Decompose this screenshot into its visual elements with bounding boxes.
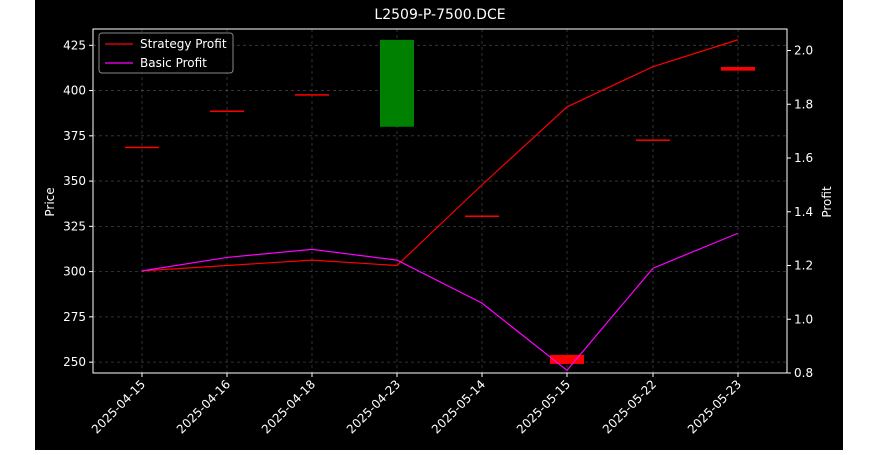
candles — [125, 39, 755, 364]
grid — [93, 29, 787, 373]
candle — [636, 139, 670, 141]
x-tick-label: 2025-05-14 — [429, 377, 488, 436]
y-tick-label-left: 350 — [63, 174, 86, 188]
y-tick-label-left: 425 — [63, 38, 86, 52]
x-tick-label: 2025-05-15 — [514, 377, 573, 436]
y-tick-label-left: 325 — [63, 219, 86, 233]
y-tick-label-left: 250 — [63, 355, 86, 369]
y-tick-label-right: 0.8 — [794, 366, 813, 380]
y-tick-label-left: 375 — [63, 129, 86, 143]
series-line — [141, 232, 739, 372]
candle — [465, 215, 499, 217]
y-tick-label-left: 300 — [63, 265, 86, 279]
y-axis-label-left: Price — [43, 187, 57, 216]
chart-title: L2509-P-7500.DCE — [374, 7, 505, 23]
y-tick-label-right: 2.0 — [794, 44, 813, 58]
x-tick-label: 2025-04-16 — [174, 377, 233, 436]
candle — [380, 39, 414, 127]
x-tick-label: 2025-05-22 — [600, 377, 659, 436]
legend-label: Strategy Profit — [140, 37, 227, 51]
x-tick-label: 2025-04-18 — [259, 377, 318, 436]
x-tick-label: 2025-05-23 — [685, 377, 744, 436]
x-tick-label: 2025-04-15 — [89, 377, 148, 436]
chart-figure: L2509-P-7500.DCE 250 275 300 325 350 375 400 42… — [35, 0, 843, 450]
candle — [550, 354, 584, 364]
series-line — [141, 39, 739, 272]
candle — [210, 110, 244, 112]
y-tick-label-right: 1.2 — [794, 259, 813, 273]
candle — [295, 94, 329, 96]
axes: 250 275 300 325 350 375 400 425 0.8 1.0 1.2 1.4 1.6 1… — [63, 28, 813, 436]
y-tick-label-right: 1.0 — [794, 312, 813, 326]
y-tick-label-right: 1.4 — [794, 205, 813, 219]
candle — [721, 67, 755, 71]
plot-frame — [92, 28, 788, 374]
y-tick-label-left: 275 — [63, 310, 86, 324]
candle — [125, 146, 159, 149]
legend: Strategy Profit Basic Profit — [98, 32, 234, 74]
y-axis-label-right: Profit — [820, 186, 834, 218]
legend-label: Basic Profit — [140, 56, 207, 70]
x-tick-label: 2025-04-23 — [344, 377, 403, 436]
y-tick-label-left: 400 — [63, 84, 86, 98]
chart-svg: L2509-P-7500.DCE 250 275 300 325 350 375 400 42… — [43, 7, 834, 436]
profit-lines — [141, 39, 739, 372]
y-tick-label-right: 1.8 — [794, 97, 813, 111]
y-tick-label-right: 1.6 — [794, 151, 813, 165]
